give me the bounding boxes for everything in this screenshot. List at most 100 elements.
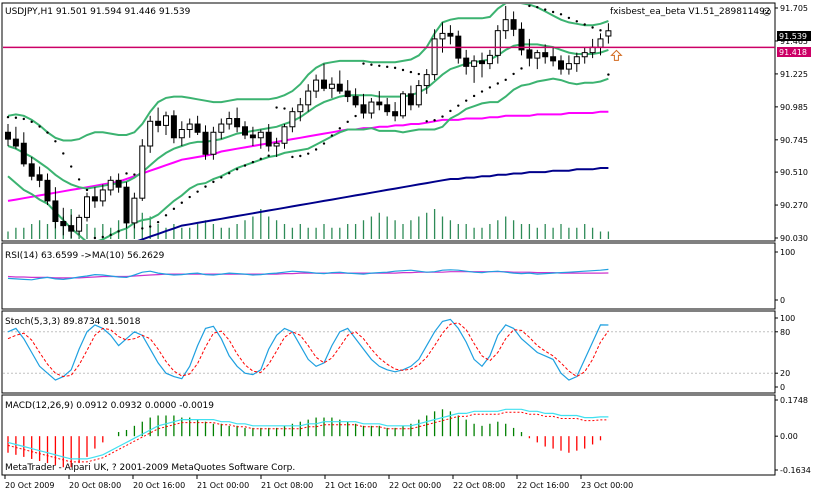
parabolic-sar-dot	[46, 131, 49, 134]
indicator-tick-label: 100	[780, 248, 795, 257]
candle	[147, 115, 154, 153]
parabolic-sar-dot	[172, 207, 176, 211]
bear-candle-body	[155, 120, 162, 126]
bull-candle-body	[415, 85, 422, 106]
parabolic-sar-dot	[409, 70, 413, 74]
parabolic-sar-dot	[354, 114, 357, 118]
parabolic-sar-dot	[370, 63, 373, 66]
bull-candle-body	[178, 129, 185, 139]
bear-candle-body	[28, 163, 35, 177]
parabolic-sar-dot	[401, 68, 405, 72]
parabolic-sar-dot	[607, 73, 610, 76]
parabolic-sar-dot	[85, 188, 89, 192]
candle	[170, 110, 177, 144]
parabolic-sar-dot	[77, 178, 81, 181]
bull-candle-body	[281, 126, 288, 144]
indicator-tick-label: 100	[780, 314, 795, 323]
rsi-series	[7, 268, 609, 281]
parabolic-sar-dot	[267, 154, 270, 157]
up-arrow-icon	[610, 49, 623, 61]
parabolic-sar-dot	[251, 160, 255, 164]
candle	[605, 23, 612, 44]
candle	[60, 207, 67, 236]
candle	[565, 55, 572, 75]
stoch-main-line	[7, 318, 609, 381]
candle	[163, 111, 169, 136]
parabolic-sar-dot	[125, 172, 128, 175]
candle	[558, 55, 564, 75]
candle	[486, 49, 493, 70]
bull-candle-body	[605, 30, 612, 37]
bull-candle-body	[131, 197, 138, 224]
bear-candle-body	[336, 83, 343, 92]
candle	[336, 70, 343, 94]
candle	[20, 132, 27, 167]
bull-candle-body	[289, 111, 296, 128]
candle	[321, 63, 327, 92]
parabolic-sar-dot	[38, 125, 41, 128]
candle	[518, 22, 525, 56]
indicator-tick-label: 0	[780, 383, 785, 392]
bear-candle-body	[384, 104, 391, 113]
parabolic-sar-dot	[567, 16, 571, 20]
parabolic-sar-dot	[449, 109, 452, 113]
bear-candle-body	[360, 104, 367, 114]
candle	[471, 55, 478, 83]
bear-candle-body	[344, 90, 351, 98]
bear-candle-body	[44, 179, 51, 202]
price-tick-label: 90.270	[780, 201, 808, 210]
macd-signal-line	[7, 408, 609, 460]
price-tick-label: 90.030	[780, 234, 808, 243]
parabolic-sar-dot	[6, 115, 10, 119]
current-price-label: 91.539	[779, 32, 807, 41]
bull-candle-body	[581, 52, 588, 58]
ma-slow-line	[137, 167, 609, 240]
parabolic-sar-dot	[496, 82, 499, 85]
parabolic-sar-dot	[149, 225, 152, 228]
rsi-label: RSI(14) 63.6599 ->MA(10) 56.2629	[5, 251, 165, 261]
stoch-signal-line	[7, 322, 609, 378]
time-tick-label: 20 Oct 08:00	[69, 481, 121, 490]
hline-badge	[777, 47, 811, 57]
rsi-line	[7, 268, 609, 281]
bull-candle-body	[107, 179, 114, 191]
time-tick-label: 21 Oct 00:00	[197, 481, 249, 490]
parabolic-sar-dot	[441, 115, 444, 118]
bollinger-upper-line	[7, 4, 609, 142]
bear-candle-body	[249, 134, 256, 139]
parabolic-sar-dot	[62, 152, 65, 155]
candle	[178, 121, 185, 146]
candle	[84, 192, 90, 222]
bollinger-lower-line	[7, 77, 609, 240]
parabolic-sar-dot	[322, 142, 326, 145]
bear-candle-body	[12, 138, 19, 147]
bull-candle-body	[597, 38, 604, 48]
bear-candle-body	[558, 60, 564, 70]
bull-candle-body	[84, 196, 90, 218]
price-tick-label: 90.985	[780, 103, 808, 112]
expert-label: fxisbest_ea_beta V1.51_289811492	[610, 7, 771, 17]
bear-candle-body	[265, 131, 272, 147]
parabolic-sar-dot	[536, 5, 539, 9]
candle	[407, 85, 414, 111]
bear-candle-body	[202, 131, 209, 155]
parabolic-sar-dot	[378, 64, 381, 67]
parabolic-sar-dot	[133, 173, 136, 176]
bear-candle-body	[407, 93, 414, 106]
candle	[534, 49, 541, 70]
parabolic-sar-dot	[457, 104, 460, 107]
candle	[344, 80, 351, 103]
candle	[68, 214, 75, 238]
bear-candle-body	[392, 111, 399, 117]
parabolic-sar-dot	[544, 8, 547, 11]
time-tick-label: 21 Oct 08:00	[261, 481, 313, 490]
bear-candle-body	[510, 19, 517, 30]
parabolic-sar-dot	[204, 185, 207, 188]
main-panel-frame	[1, 2, 776, 242]
bull-candle-body	[573, 56, 580, 65]
parabolic-sar-dot	[386, 65, 389, 69]
time-tick-label: 20 Oct 16:00	[133, 481, 185, 490]
rsi-panel-frame	[1, 242, 776, 310]
